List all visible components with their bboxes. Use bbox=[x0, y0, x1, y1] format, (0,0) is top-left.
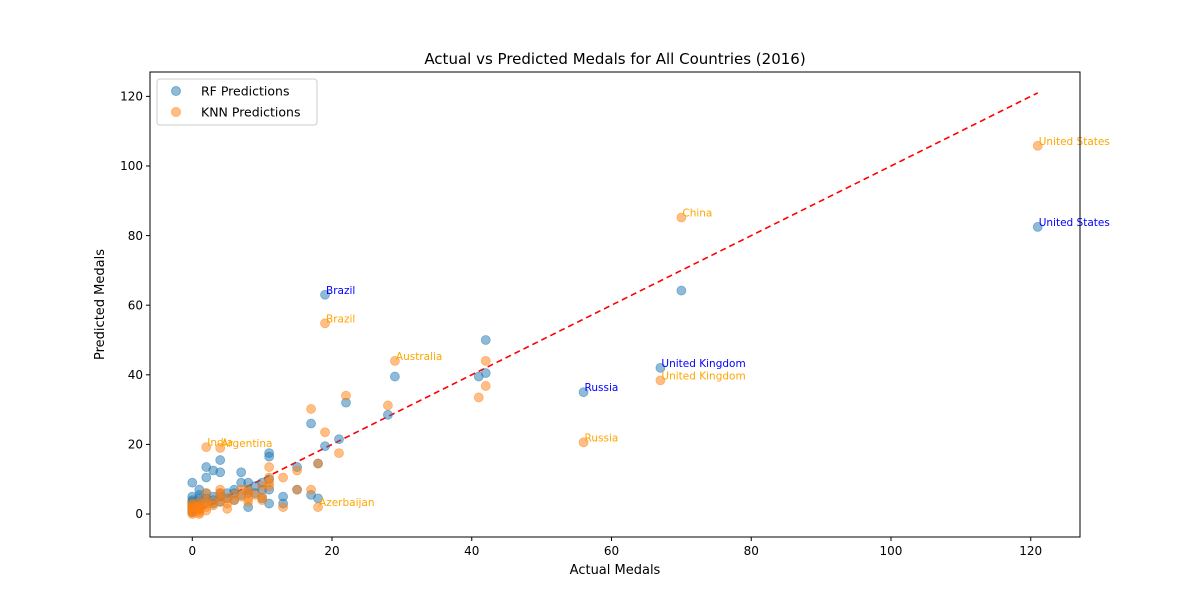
data-point bbox=[278, 502, 289, 512]
data-point bbox=[480, 355, 491, 366]
legend-marker-rf bbox=[171, 86, 181, 96]
data-point bbox=[278, 472, 289, 483]
data-point bbox=[341, 390, 351, 401]
data-point bbox=[306, 404, 316, 414]
data-point bbox=[383, 409, 393, 420]
series-knn bbox=[187, 140, 1043, 519]
data-point bbox=[320, 441, 330, 452]
y-tick-label: 40 bbox=[128, 368, 143, 382]
x-axis-title: Actual Medals bbox=[570, 563, 661, 578]
plot-area bbox=[149, 71, 1081, 538]
x-tick-label: 0 bbox=[188, 544, 196, 558]
data-point bbox=[383, 400, 393, 411]
data-point bbox=[222, 503, 233, 514]
data-point bbox=[264, 481, 275, 492]
data-point bbox=[292, 484, 302, 495]
data-point bbox=[187, 477, 198, 488]
data-point bbox=[578, 437, 589, 448]
data-point bbox=[215, 442, 226, 453]
data-point bbox=[243, 496, 254, 507]
legend-label-knn: KNN Predictions bbox=[201, 105, 300, 120]
data-point bbox=[320, 318, 330, 329]
data-point bbox=[390, 355, 400, 366]
data-point bbox=[473, 392, 484, 403]
y-axis: 0 20 40 60 80 100 120 bbox=[120, 90, 150, 521]
data-point bbox=[578, 387, 589, 398]
x-tick-label: 40 bbox=[464, 544, 479, 558]
country-annotation: United States bbox=[1039, 136, 1110, 148]
y-axis-title: Predicted Medals bbox=[93, 249, 108, 360]
data-point bbox=[292, 465, 302, 476]
data-point bbox=[201, 442, 212, 453]
data-point bbox=[313, 458, 323, 469]
data-point bbox=[257, 495, 268, 506]
country-annotation: China bbox=[682, 207, 712, 219]
perfect-prediction-line bbox=[191, 92, 1039, 515]
x-tick-label: 100 bbox=[880, 544, 903, 558]
country-annotation: Azerbaijan bbox=[319, 497, 375, 509]
data-point bbox=[676, 212, 687, 223]
legend: RF Predictions KNN Predictions bbox=[156, 78, 318, 126]
country-annotation: United Kingdom bbox=[661, 370, 745, 382]
country-annotation: United States bbox=[1039, 217, 1110, 229]
y-tick-label: 120 bbox=[120, 90, 143, 104]
country-annotation: Russia bbox=[585, 382, 619, 394]
data-point bbox=[480, 335, 491, 345]
data-point bbox=[655, 375, 666, 386]
legend-box bbox=[156, 78, 318, 126]
country-annotation: Russia bbox=[585, 432, 619, 444]
data-point bbox=[334, 434, 344, 445]
y-tick-label: 60 bbox=[128, 298, 143, 312]
y-tick-label: 100 bbox=[120, 159, 143, 173]
x-axis: 0 20 40 60 80 100 120 bbox=[188, 537, 1042, 558]
data-point bbox=[320, 427, 330, 438]
y-tick-label: 0 bbox=[135, 507, 143, 521]
country-annotation: Argentina bbox=[221, 438, 272, 450]
series-rf bbox=[187, 221, 1043, 518]
x-tick-label: 80 bbox=[744, 544, 759, 558]
y-tick-label: 20 bbox=[128, 438, 143, 452]
data-point bbox=[480, 368, 491, 378]
data-point bbox=[201, 472, 212, 483]
data-point bbox=[264, 451, 275, 462]
data-point bbox=[236, 467, 247, 478]
data-point bbox=[306, 484, 316, 495]
country-annotation: Brazil bbox=[326, 285, 355, 297]
data-point bbox=[1032, 221, 1043, 232]
y-tick-label: 80 bbox=[128, 229, 143, 243]
country-annotation: Brazil bbox=[326, 313, 355, 325]
chart-title: Actual vs Predicted Medals for All Count… bbox=[424, 50, 805, 68]
data-point bbox=[201, 505, 212, 516]
data-point bbox=[390, 371, 400, 382]
legend-label-rf: RF Predictions bbox=[201, 84, 289, 99]
data-point bbox=[313, 502, 323, 512]
data-point bbox=[215, 455, 226, 465]
country-annotation: India bbox=[207, 437, 233, 449]
x-tick-label: 120 bbox=[1019, 544, 1042, 558]
data-point bbox=[1032, 140, 1043, 151]
data-point bbox=[676, 285, 687, 296]
x-tick-label: 20 bbox=[324, 544, 339, 558]
data-point bbox=[320, 289, 330, 300]
data-point bbox=[215, 467, 226, 478]
data-point bbox=[264, 462, 275, 472]
x-tick-label: 60 bbox=[604, 544, 619, 558]
country-annotation: United Kingdom bbox=[661, 358, 745, 370]
data-point bbox=[306, 418, 316, 429]
data-point bbox=[655, 362, 666, 373]
legend-marker-knn bbox=[171, 107, 181, 117]
data-point bbox=[334, 448, 344, 459]
country-annotation: Australia bbox=[396, 351, 442, 363]
data-point bbox=[480, 381, 491, 391]
